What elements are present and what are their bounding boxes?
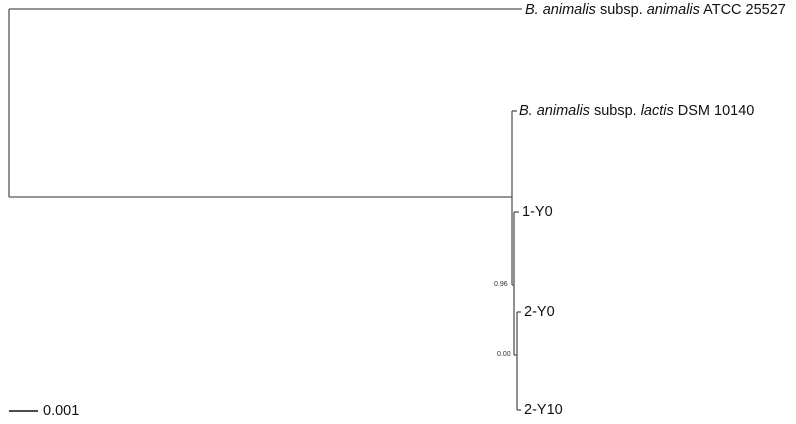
tip-label-lactis: B. animalis subsp. lactis DSM 10140 xyxy=(519,103,755,119)
tip-label-2-Y0: 2-Y0 xyxy=(524,304,555,320)
tip-label-1-Y0: 1-Y0 xyxy=(522,204,553,220)
support-value-000: 0.00 xyxy=(497,351,511,358)
tip-label-2-Y10: 2-Y10 xyxy=(524,402,563,418)
tip-label-animalis: B. animalis subsp. animalis ATCC 25527 xyxy=(525,2,786,18)
support-value-096: 0.96 xyxy=(494,281,508,288)
scale-bar-label: 0.001 xyxy=(43,403,80,419)
